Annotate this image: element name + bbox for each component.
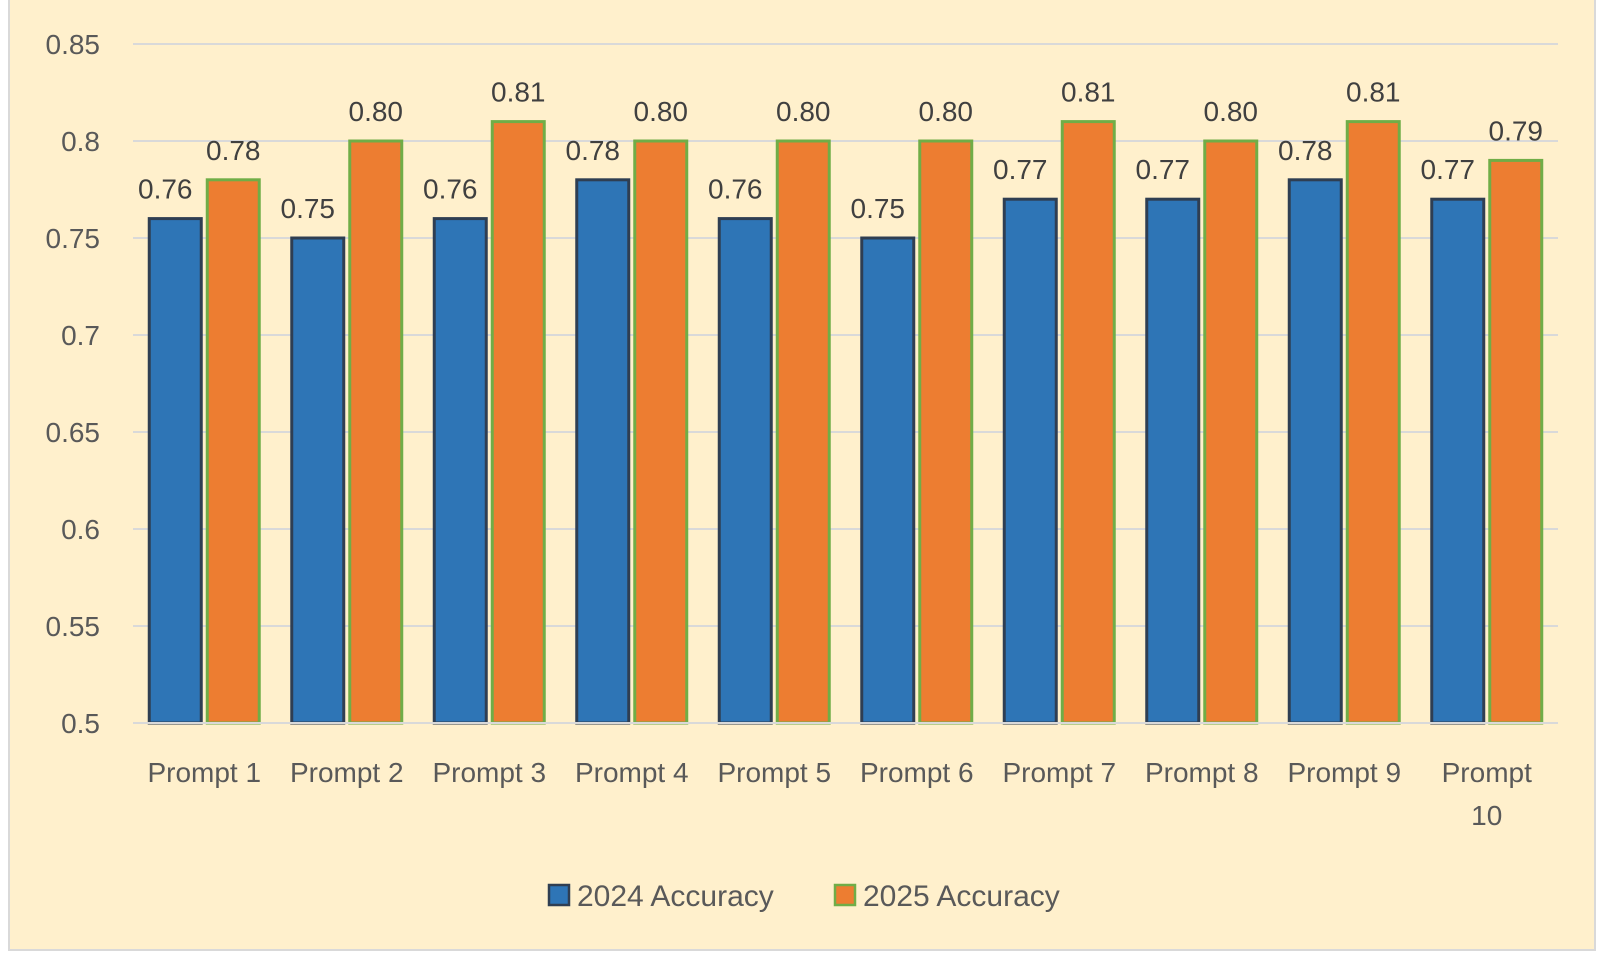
legend-label: 2024 Accuracy [577, 880, 774, 913]
y-tick-label: 0.7 [61, 320, 100, 351]
y-axis: 0.5 0.55 0.6 0.65 0.7 0.75 0.8 0.85 [46, 29, 101, 739]
data-label: 0.80 [349, 96, 404, 127]
bar-2025 [490, 120, 546, 725]
gridlines [133, 43, 1558, 724]
y-tick-label: 0.55 [46, 611, 101, 642]
legend-swatch-2025 [833, 883, 857, 907]
y-tick-label: 0.6 [61, 514, 100, 545]
x-category-label: Prompt 1 [147, 757, 261, 788]
data-label: 0.78 [566, 135, 621, 166]
data-labels: 0.76 0.78 0.75 0.80 0.76 0.81 0.78 0.80 0.76 0.80… [138, 77, 1543, 224]
bar-2024 [575, 178, 631, 725]
data-label: 0.77 [993, 154, 1048, 185]
y-tick-label: 0.75 [46, 223, 101, 254]
bar-2024 [717, 217, 773, 725]
x-category-label: Prompt 2 [290, 757, 404, 788]
y-tick-label: 0.65 [46, 417, 101, 448]
bar-2025 [1203, 139, 1259, 725]
data-label: 0.81 [1061, 77, 1116, 108]
y-tick-label: 0.5 [61, 708, 100, 739]
bar-2024 [432, 217, 488, 725]
data-label: 0.81 [1346, 77, 1401, 108]
bar-2024 [1002, 197, 1058, 725]
bar-2024 [1145, 197, 1201, 725]
bar-2025 [1488, 158, 1544, 725]
data-label: 0.79 [1489, 115, 1544, 146]
y-tick-label: 0.8 [61, 126, 100, 157]
bar-2024 [1430, 197, 1486, 725]
data-label: 0.77 [1136, 154, 1191, 185]
data-label: 0.80 [776, 96, 831, 127]
x-category-label: Prompt 3 [432, 757, 546, 788]
legend: 2024 Accuracy 2025 Accuracy [547, 880, 1060, 913]
data-label: 0.75 [851, 193, 906, 224]
bar-2024 [147, 217, 203, 725]
data-label: 0.76 [708, 174, 763, 205]
data-label: 0.80 [919, 96, 974, 127]
data-label: 0.75 [281, 193, 336, 224]
bar-2025 [205, 178, 261, 725]
data-label: 0.80 [634, 96, 689, 127]
data-label: 0.78 [1278, 135, 1333, 166]
data-label: 0.81 [491, 77, 546, 108]
x-category-label: Prompt 8 [1145, 757, 1259, 788]
bar-chart: 0.50.550.60.650.70.750.80.85 0.760.780.7… [46, 29, 1558, 913]
legend-label: 2025 Accuracy [863, 880, 1060, 913]
data-label: 0.77 [1421, 154, 1476, 185]
data-label: 0.76 [423, 174, 478, 205]
x-category-label: Prompt 4 [575, 757, 689, 788]
x-category-label: Prompt 9 [1287, 757, 1401, 788]
bar-2025 [633, 139, 689, 725]
chart-area: 0.5 0.55 0.6 0.65 0.7 0.75 0.8 0.85 0.76 0.78 0.7… [8, 0, 1596, 951]
bars [147, 120, 1544, 725]
bar-2025 [348, 139, 404, 725]
bar-2025 [918, 139, 974, 725]
data-label: 0.78 [206, 135, 261, 166]
x-category-label: Prompt 10 [1442, 757, 1532, 831]
bar-2024 [1287, 178, 1343, 725]
bar-2024 [860, 236, 916, 725]
x-category-label: Prompt 5 [717, 757, 831, 788]
bar-2025 [1345, 120, 1401, 725]
x-category-label: Prompt 7 [1002, 757, 1116, 788]
bar-2025 [1060, 120, 1116, 725]
data-label: 0.76 [138, 174, 193, 205]
bar-2024 [290, 236, 346, 725]
bar-2025 [775, 139, 831, 725]
x-axis: Prompt 1 Prompt 2 Prompt 3 Prompt 4 Prompt 5… [133, 722, 1558, 831]
data-label: 0.80 [1204, 96, 1259, 127]
y-tick-label: 0.85 [46, 29, 101, 60]
x-category-label: Prompt 6 [860, 757, 974, 788]
legend-swatch-2024 [547, 883, 571, 907]
